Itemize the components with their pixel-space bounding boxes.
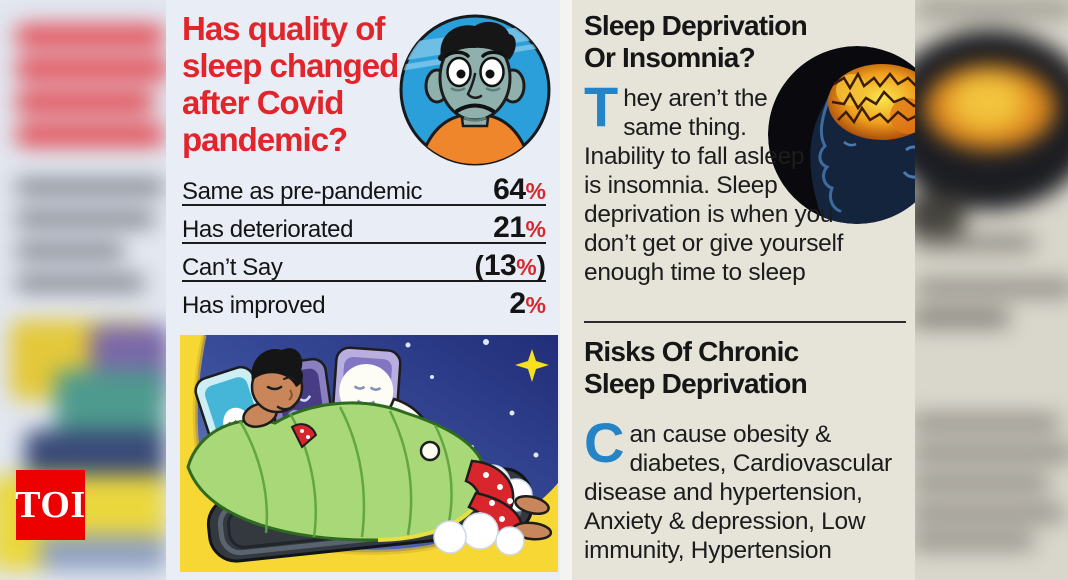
survey-title-line: pandemic? [182, 121, 348, 158]
brain-scan-photo [768, 46, 915, 224]
survey-title-line: sleep changed [182, 47, 399, 84]
sleeping-on-phone-cartoon [180, 334, 558, 572]
insomnia-body-text: hey aren’t the same thing. Inability to … [584, 85, 844, 286]
foot [514, 494, 550, 516]
insomnia-heading: Sleep Deprivation Or Insomnia? [584, 10, 808, 74]
survey-title: Has quality of sleep changed after Covid… [182, 10, 432, 158]
row-value: 2% [509, 287, 546, 320]
worried-man-cartoon [399, 14, 551, 166]
collar [290, 423, 318, 449]
row-label: Same as pre-pandemic [182, 178, 423, 205]
row-value: 21% [493, 211, 546, 244]
cloud-front [433, 512, 525, 556]
insomnia-paragraph: T hey aren’t the same thing. Inability t… [584, 75, 907, 287]
stars [405, 339, 539, 458]
section-divider [584, 321, 906, 323]
heading-line: Sleep Deprivation [584, 10, 808, 41]
sleeping-man [186, 348, 553, 542]
table-row: Same as pre-pandemic 64% [182, 168, 546, 206]
blurred-right-margin [915, 0, 1068, 580]
pillow-hand [419, 440, 441, 462]
table-row: Can’t Say (13%) [182, 244, 546, 282]
table-row: Has improved 2% [182, 282, 546, 320]
toi-logo-text: TOI [15, 484, 86, 526]
survey-results-table: Same as pre-pandemic 64% Has deteriorate… [182, 168, 546, 320]
toi-logo: TOI [15, 470, 86, 540]
risks-heading: Risks Of Chronic Sleep Deprivation [584, 336, 808, 400]
row-label: Has improved [182, 292, 326, 319]
dropcap-t: T [584, 75, 618, 138]
row-label: Has deteriorated [182, 216, 354, 243]
survey-title-line: Has quality of [182, 10, 385, 47]
survey-panel: Has quality of sleep changed after Covid… [166, 0, 560, 580]
row-value: (13%) [474, 249, 546, 282]
heading-line: Or Insomnia? [584, 42, 756, 73]
glowing-brain-head-image [768, 46, 915, 224]
worried-man-icon [399, 14, 551, 166]
sleeping-man-illustration [180, 334, 558, 572]
row-value: 64% [493, 173, 546, 206]
risks-body-text: an cause obesity & diabetes, Cardiovascu… [584, 421, 892, 564]
panel-gutter [560, 0, 572, 580]
survey-title-line: after Covid [182, 84, 344, 121]
table-row: Has deteriorated 21% [182, 206, 546, 244]
risks-paragraph: C an cause obesity & diabetes, Cardiovas… [584, 411, 907, 565]
star-icon [515, 349, 549, 382]
heading-line: Risks Of Chronic [584, 336, 799, 367]
heading-line: Sleep Deprivation [584, 368, 808, 399]
row-label: Can’t Say [182, 254, 283, 281]
dropcap-c: C [584, 411, 624, 474]
article-panel: Sleep Deprivation Or Insomnia? [572, 0, 915, 580]
blurred-right-content [915, 0, 1068, 580]
